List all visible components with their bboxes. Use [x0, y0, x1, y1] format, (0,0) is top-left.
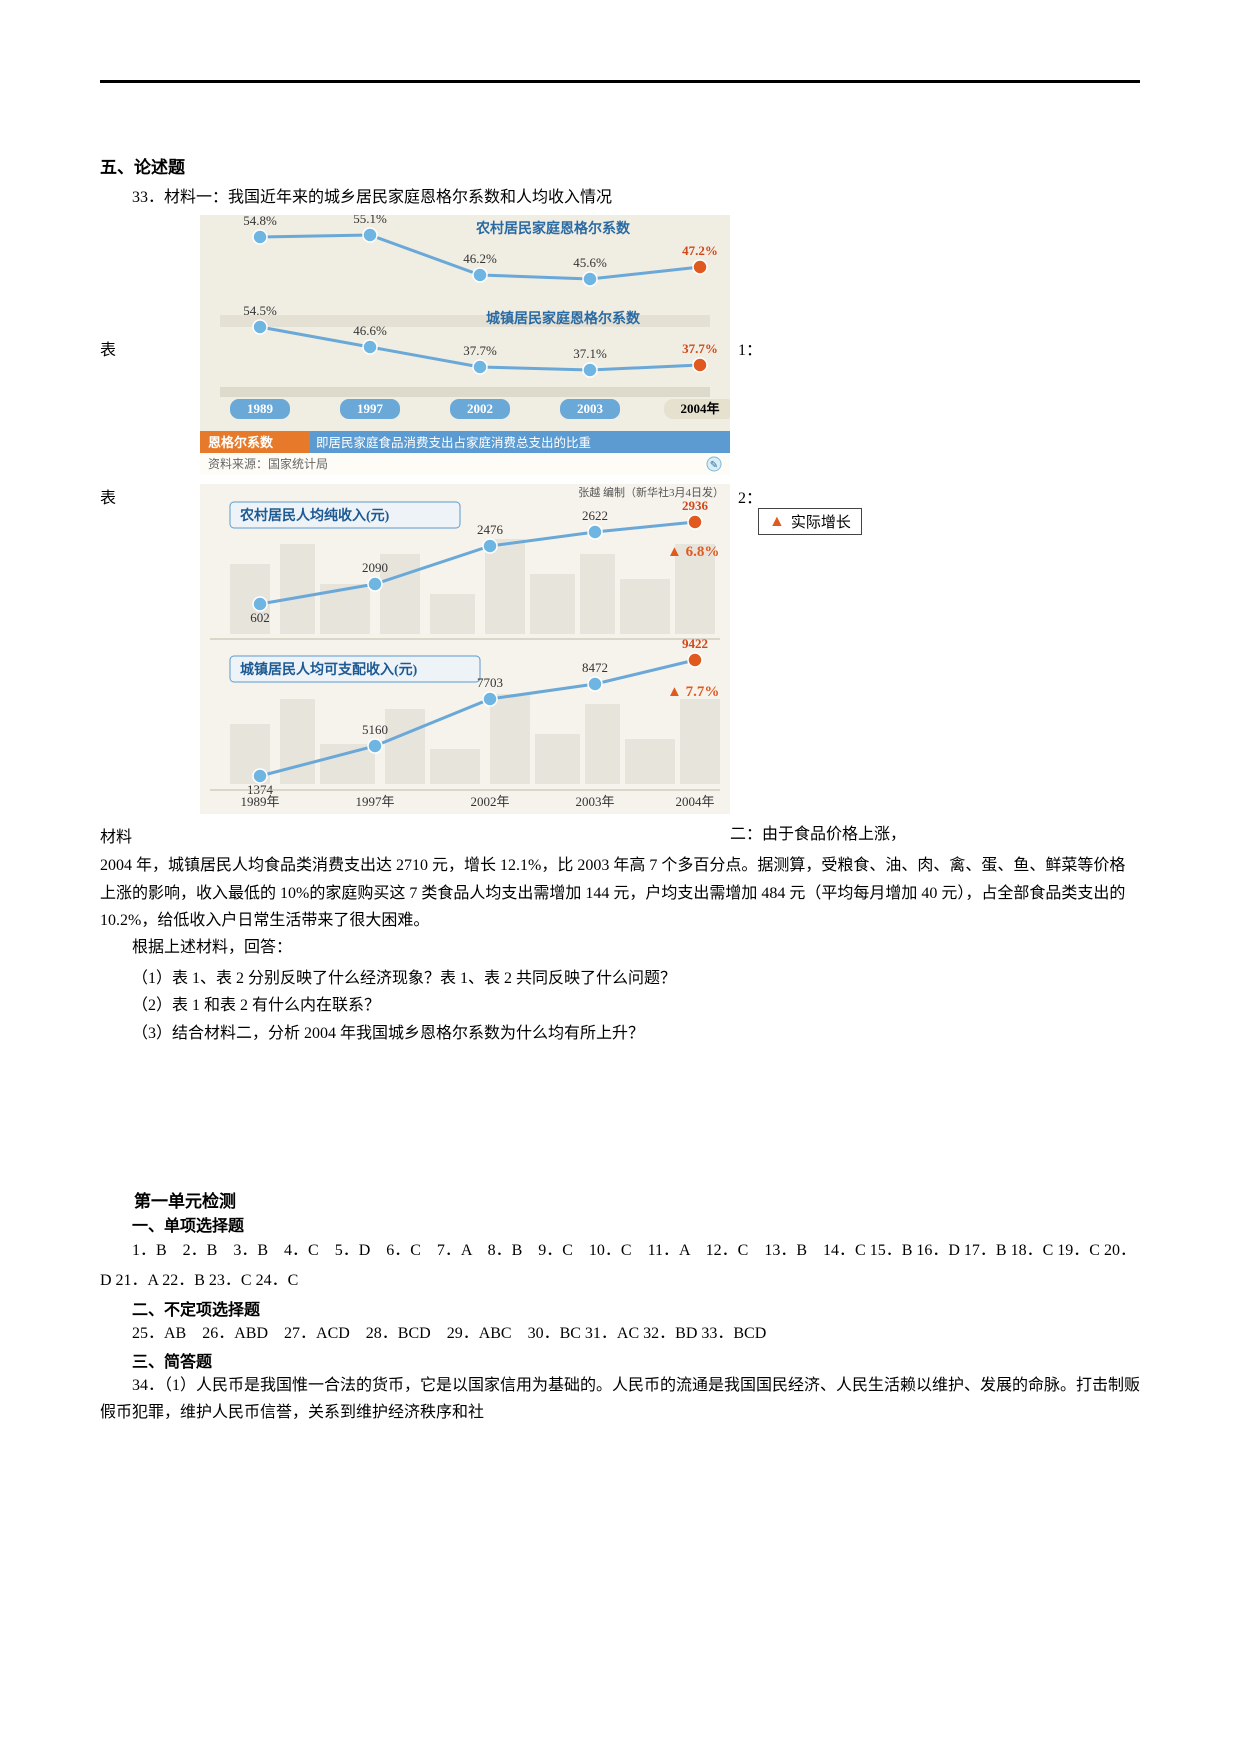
svg-text:47.2%: 47.2% [682, 243, 718, 258]
answers-single-title: 一、单项选择题 [100, 1212, 1140, 1236]
svg-text:▲ 6.8%: ▲ 6.8% [667, 544, 719, 560]
svg-text:2003: 2003 [577, 401, 604, 416]
svg-text:8472: 8472 [582, 660, 608, 675]
svg-text:资料来源：国家统计局: 资料来源：国家统计局 [208, 456, 328, 471]
q33-sub3: （3）结合材料二，分析 2004 年我国城乡恩格尔系数为什么均有所上升？ [100, 1020, 1140, 1047]
svg-text:54.8%: 54.8% [243, 215, 277, 228]
svg-text:9422: 9422 [682, 636, 708, 651]
svg-text:1997年: 1997年 [355, 794, 394, 809]
svg-text:602: 602 [250, 610, 270, 625]
svg-text:1989: 1989 [247, 401, 274, 416]
table2-label-right: 2： ▲ 实际增长 [730, 484, 918, 535]
table2-label-left: 表 [100, 484, 200, 508]
table1-label-right: 1： [730, 336, 858, 360]
svg-text:2476: 2476 [477, 522, 504, 537]
q33-sub1: （1）表 1、表 2 分别反映了什么经济现象？表 1、表 2 共同反映了什么问题… [100, 965, 1140, 992]
svg-text:2002: 2002 [467, 401, 493, 416]
material2-row: 材料 二：由于食品价格上涨， [100, 821, 1140, 848]
svg-text:1997: 1997 [357, 401, 384, 416]
section-5-title: 五、论述题 [100, 153, 1140, 178]
triangle-icon: ▲ [769, 513, 785, 531]
legend-real-growth-text: 实际增长 [791, 511, 851, 532]
svg-text:37.7%: 37.7% [682, 341, 718, 356]
svg-text:37.1%: 37.1% [573, 346, 607, 361]
svg-text:46.2%: 46.2% [463, 251, 497, 266]
svg-text:45.6%: 45.6% [573, 255, 607, 270]
page: 五、论述题 33．材料一：我国近年来的城乡居民家庭恩格尔系数和人均收入情况 表 … [100, 80, 1140, 1506]
svg-text:✎: ✎ [710, 460, 718, 471]
svg-text:城镇居民人均可支配收入(元): 城镇居民人均可支配收入(元) [240, 661, 418, 678]
svg-text:2004年: 2004年 [675, 794, 714, 809]
svg-text:2002年: 2002年 [470, 794, 509, 809]
svg-text:2622: 2622 [582, 508, 608, 523]
svg-text:农村居民家庭恩格尔系数: 农村居民家庭恩格尔系数 [475, 220, 631, 237]
svg-text:37.7%: 37.7% [463, 343, 497, 358]
legend-real-growth: ▲ 实际增长 [758, 508, 862, 535]
answers-title: 第一单元检测 [100, 1187, 1140, 1212]
q33-prompt: 33．材料一：我国近年来的城乡居民家庭恩格尔系数和人均收入情况 [100, 184, 1140, 211]
chart2: 张越 编制（新华社3月4日发） 农村居民人均纯收入(元) 602 2090 2476… [200, 484, 730, 819]
chart1-row: 表 54.8% 55.1% 46.2% 45.6% 47.2% 农村居民家庭恩格尔系数 … [100, 215, 1140, 480]
svg-text:54.5%: 54.5% [243, 303, 277, 318]
svg-text:城镇居民家庭恩格尔系数: 城镇居民家庭恩格尔系数 [486, 310, 641, 327]
material2-label-left: 材料 [100, 823, 200, 847]
svg-text:2003年: 2003年 [575, 794, 614, 809]
answers-multi-title: 二、不定项选择题 [100, 1296, 1140, 1320]
svg-text:7703: 7703 [477, 675, 503, 690]
svg-text:5160: 5160 [362, 722, 388, 737]
answers-block: 第一单元检测 一、单项选择题 1．B 2．B 3．B 4．C 5．D 6．C 7… [100, 1187, 1140, 1426]
svg-text:张越 编制（新华社3月4日发）: 张越 编制（新华社3月4日发） [578, 485, 724, 499]
table2-label-right-text: 2： [738, 490, 762, 507]
chart1: 54.8% 55.1% 46.2% 45.6% 47.2% 农村居民家庭恩格尔系数 54… [200, 215, 730, 480]
svg-text:2004年: 2004年 [680, 401, 719, 416]
answers-short-34: 34．（1）人民币是我国惟一合法的货币，它是以国家信用为基础的。人民币的流通是我… [100, 1372, 1140, 1426]
material2-label-right: 二：由于食品价格上涨， [730, 821, 1140, 848]
svg-text:1989年: 1989年 [240, 794, 279, 809]
svg-text:农村居民人均纯收入(元): 农村居民人均纯收入(元) [239, 507, 390, 524]
answers-single-line: 1．B 2．B 3．B 4．C 5．D 6．C 7．A 8．B 9．C 10．C… [100, 1236, 1140, 1297]
svg-text:46.6%: 46.6% [353, 323, 387, 338]
svg-text:即居民家庭食品消费支出占家庭消费总支出的比重: 即居民家庭食品消费支出占家庭消费总支出的比重 [316, 435, 591, 450]
svg-text:55.1%: 55.1% [353, 215, 387, 226]
q33-sub-list: （1）表 1、表 2 分别反映了什么经济现象？表 1、表 2 共同反映了什么问题… [100, 965, 1140, 1047]
q33-prompt2: 根据上述材料，回答： [100, 934, 1140, 961]
q33-sub2: （2）表 1 和表 2 有什么内在联系？ [100, 992, 1140, 1019]
answers-multi-line: 25．AB 26．ABD 27．ACD 28．BCD 29．ABC 30．BC … [100, 1320, 1140, 1347]
svg-text:2936: 2936 [682, 498, 709, 513]
svg-text:恩格尔系数: 恩格尔系数 [208, 435, 274, 450]
svg-text:▲ 7.7%: ▲ 7.7% [667, 684, 719, 700]
chart2-row: 表 张越 编制（新华社3月4日发） 农村居民人均纯收入(元) 602 2090 24… [100, 484, 1140, 819]
svg-text:2090: 2090 [362, 560, 388, 575]
answers-short-title: 三、简答题 [100, 1348, 1140, 1372]
table1-label-left: 表 [100, 336, 200, 360]
q33-body1: 2004 年，城镇居民人均食品类消费支出达 2710 元，增长 12.1%，比 … [100, 852, 1140, 934]
